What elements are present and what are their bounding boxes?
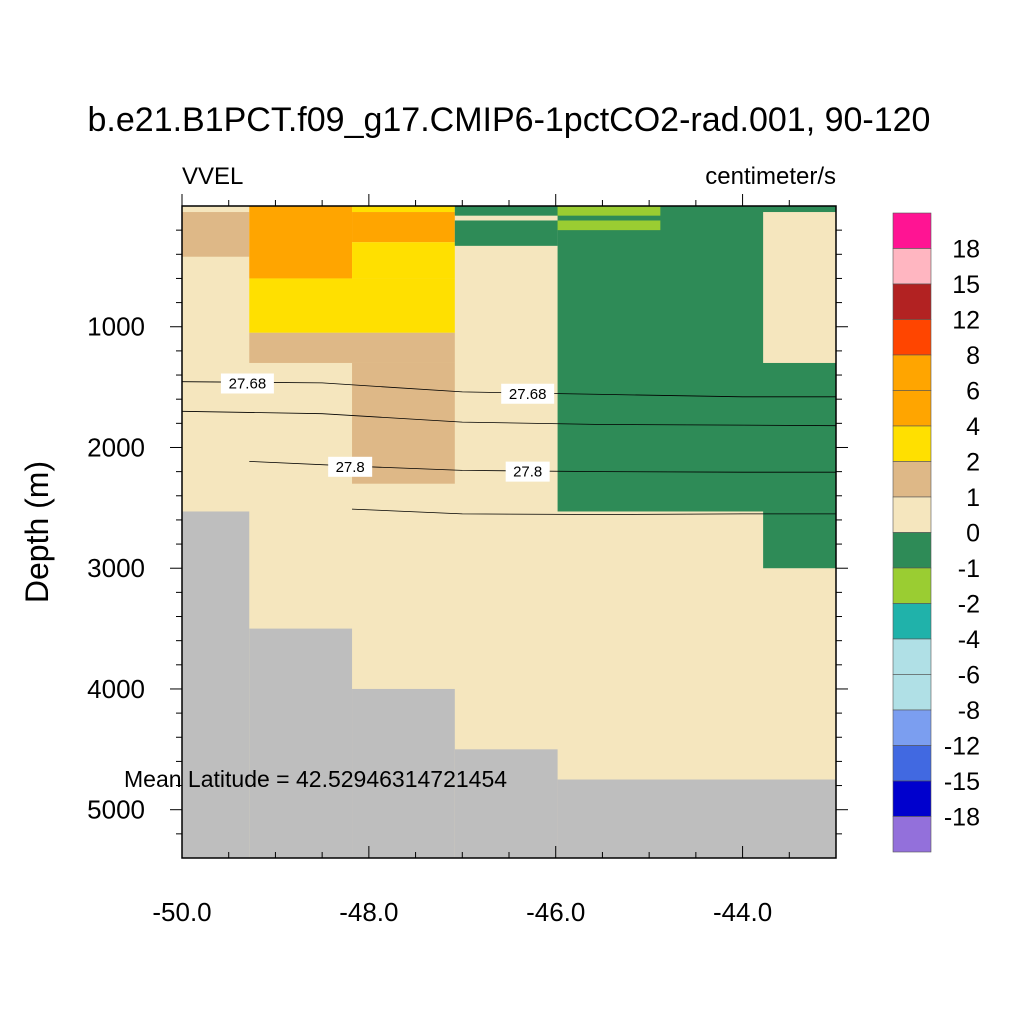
colorbar-label: -12 (944, 733, 980, 761)
colorbar-swatch (892, 638, 932, 675)
y-tick-label: 5000 (87, 795, 145, 825)
colorbar-swatch (892, 248, 932, 285)
colorbar-swatch (892, 816, 932, 853)
colorbar-label: -18 (944, 804, 980, 832)
colorbar-swatch (892, 532, 932, 569)
colorbar-label: -2 (958, 591, 980, 619)
contour-label: 27.8 (336, 459, 365, 476)
x-tick-label: -50.0 (152, 897, 211, 927)
contour-line (181, 410, 837, 427)
contour-label-bg (501, 383, 555, 404)
colorbar-swatch (892, 425, 932, 462)
land-cell (182, 511, 250, 858)
colorbar-label: -6 (958, 662, 980, 690)
land-cell (454, 749, 558, 858)
colorbar-label: 6 (966, 378, 980, 406)
colorbar-swatch (892, 496, 932, 533)
left-string: VVEL (182, 163, 243, 190)
colorbar-label: 18 (952, 236, 980, 264)
velocity-cell (454, 220, 558, 246)
velocity-cell (557, 206, 661, 216)
colorbar-label: -15 (944, 768, 980, 796)
colorbar-swatch (892, 212, 932, 249)
y-tick-label: 2000 (87, 432, 145, 462)
velocity-cell (249, 206, 353, 279)
y-tick-label: 4000 (87, 674, 145, 704)
land-cell (557, 779, 836, 858)
right-string: centimeter/s (705, 163, 836, 190)
contour-line (351, 508, 836, 515)
x-tick-label: -44.0 (713, 897, 772, 927)
contour-label: 27.68 (229, 375, 267, 392)
colorbar-swatch (892, 390, 932, 427)
colorbar-label: -1 (958, 555, 980, 583)
contour-label: 27.68 (509, 386, 547, 403)
velocity-cell (352, 212, 455, 243)
x-tick-labels: -50.0 -48.0 -46.0 -44.0 (152, 897, 772, 927)
velocity-cell (454, 206, 558, 216)
colorbar-label: 12 (952, 307, 980, 335)
colorbar-swatch (892, 283, 932, 320)
colorbar-label: 4 (966, 413, 980, 441)
chart-title: b.e21.B1PCT.f09_g17.CMIP6-1pctCO2-rad.00… (88, 101, 931, 139)
colorbar-swatch (892, 780, 932, 817)
x-tick-label: -48.0 (339, 897, 398, 927)
contour-label-bg (505, 461, 550, 482)
contour-label-bg (328, 456, 373, 477)
velocity-cell (763, 212, 836, 363)
x-tick-label: -46.0 (526, 897, 585, 927)
y-axis-label: Depth (m) (19, 461, 55, 603)
colorbar-swatch (892, 354, 932, 391)
velocity-cell (763, 511, 836, 569)
velocity-cell (352, 242, 455, 279)
colorbar-label: 0 (966, 520, 980, 548)
y-tick-label: 1000 (87, 312, 145, 342)
velocity-cell (249, 332, 455, 363)
contour-lines: 27.68 27.68 27.8 27.8 (181, 373, 837, 515)
velocity-cell (352, 206, 455, 213)
colorbar: 18 15 12 8 6 4 2 1 0 -1 -2 -4 -6 -8 -12 -15 -18 (892, 212, 980, 853)
land-cell (249, 628, 353, 858)
velocity-cell (249, 278, 455, 333)
velocity-cell (557, 220, 661, 231)
colorbar-swatch (892, 461, 932, 498)
velocity-cell (182, 212, 250, 257)
colorbar-label: 1 (966, 484, 980, 512)
plot-cells (182, 206, 836, 858)
colorbar-label: 8 (966, 342, 980, 370)
contour-label-bg (220, 373, 274, 394)
land-cell (352, 688, 455, 858)
mean-latitude-annotation: Mean Latitude = 42.52946314721454 (124, 766, 507, 792)
contour-label: 27.8 (513, 464, 542, 481)
colorbar-swatch (892, 745, 932, 782)
colorbar-swatch (892, 709, 932, 746)
colorbar-label: 15 (952, 271, 980, 299)
y-tick-label: 3000 (87, 553, 145, 583)
colorbar-label: -8 (958, 697, 980, 725)
colorbar-swatch (892, 603, 932, 640)
y-tick-labels: 1000 2000 3000 4000 5000 (87, 312, 145, 825)
colorbar-label: -4 (958, 626, 980, 654)
colorbar-swatch (892, 319, 932, 356)
colorbar-label: 2 (966, 449, 980, 477)
colorbar-swatch (892, 674, 932, 711)
colorbar-swatch (892, 567, 932, 604)
axis-ticks (170, 194, 848, 858)
